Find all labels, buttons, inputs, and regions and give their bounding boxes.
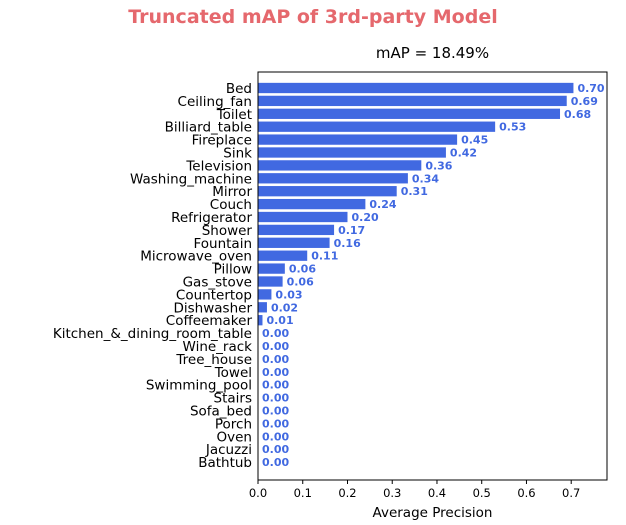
category-label: Dishwasher: [174, 300, 253, 316]
category-label: Washing_machine: [130, 171, 252, 187]
category-label: Fountain: [193, 236, 252, 252]
category-label: Countertop: [176, 287, 252, 303]
category-label: Television: [185, 158, 252, 174]
value-label: 0.11: [311, 250, 338, 263]
x-tick-label: 0.1: [294, 486, 312, 500]
bar-mirror: [258, 186, 397, 197]
category-label: Couch: [210, 197, 252, 213]
category-label: Billiard_table: [165, 120, 252, 136]
category-label: Kitchen_&_dining_room_table: [53, 326, 252, 342]
value-label: 0.00: [262, 366, 289, 379]
x-axis-ticks: 0.0 0.1 0.2 0.3 0.4 0.5 0.6 0.7: [249, 480, 580, 500]
x-tick-label: 0.7: [562, 486, 580, 500]
plot-frame: [257, 71, 608, 481]
x-tick-label: 0.4: [428, 486, 446, 500]
value-label: 0.06: [287, 276, 314, 289]
category-label: Sofa_bed: [190, 404, 252, 420]
value-label: 0.53: [499, 121, 526, 134]
category-label: Bed: [226, 81, 252, 97]
bar-couch: [258, 198, 366, 210]
bar-bed: [258, 82, 574, 94]
value-label: 0.20: [351, 211, 378, 224]
value-label: 0.17: [338, 224, 365, 237]
x-tick-label: 0.3: [383, 486, 401, 500]
value-label: 0.00: [262, 405, 289, 418]
bar-dishwasher: [258, 302, 267, 313]
value-label: 0.00: [262, 417, 289, 430]
category-label: Coffeemaker: [166, 313, 253, 329]
chart-title: mAP = 18.49%: [376, 44, 489, 62]
x-tick-label: 0.5: [473, 486, 491, 500]
value-label: 0.34: [412, 172, 439, 185]
bar-refrigerator: [258, 211, 348, 223]
value-label: 0.31: [401, 185, 428, 198]
bar-television: [258, 160, 422, 171]
value-label: 0.00: [262, 379, 289, 392]
category-label: Microwave_oven: [140, 249, 252, 265]
bar-sink: [258, 147, 446, 158]
value-label: 0.01: [266, 314, 293, 327]
value-label: 0.36: [425, 159, 452, 172]
x-tick-label: 0.0: [249, 486, 267, 500]
category-label: Fireplace: [192, 133, 252, 149]
banner-title: Truncated mAP of 3rd-party Model: [128, 6, 498, 28]
value-label: 0.00: [262, 456, 289, 469]
value-label: 0.00: [262, 430, 289, 443]
value-label: 0.00: [262, 392, 289, 405]
value-label: 0.00: [262, 353, 289, 366]
category-label: Ceiling_fan: [178, 94, 252, 110]
category-label: Refrigerator: [171, 210, 252, 226]
value-label: 0.00: [262, 443, 289, 456]
category-label: Towel: [214, 365, 252, 381]
bar-pillow: [258, 263, 285, 274]
x-tick-label: 0.2: [338, 486, 356, 500]
value-label: 0.03: [275, 288, 302, 301]
category-label: Mirror: [212, 184, 252, 200]
value-label: 0.00: [262, 327, 289, 340]
category-label: Porch: [215, 416, 252, 432]
value-labels: 0.700.690.68 0.53 0.450.420.360.340.31 0.24…: [262, 82, 605, 469]
bar-coffeemaker: [258, 315, 263, 326]
bar-washing-machine: [258, 173, 408, 184]
category-label: Sink: [223, 146, 252, 162]
value-label: 0.06: [289, 263, 316, 276]
category-label: Jacuzzi: [205, 442, 252, 458]
bars-group: [258, 82, 574, 326]
bar-billiard-table: [258, 121, 496, 132]
category-labels: BedCeiling_fanToiletBilliard_tableFirepl…: [53, 81, 253, 471]
bar-fountain: [258, 237, 330, 248]
category-label: Bathtub: [198, 455, 252, 471]
value-label: 0.69: [571, 95, 598, 108]
x-tick-label: 0.6: [517, 486, 535, 500]
category-label: Gas_stove: [183, 275, 252, 291]
bar-fireplace: [258, 134, 458, 145]
category-label: Wine_rack: [183, 339, 253, 355]
bar-countertop: [258, 289, 272, 300]
category-label: Toilet: [216, 107, 252, 123]
x-axis-label: Average Precision: [373, 505, 493, 521]
bar-gas-stove: [258, 276, 283, 287]
bar-shower: [258, 224, 335, 236]
value-label: 0.16: [334, 237, 361, 250]
category-label: Pillow: [214, 262, 252, 278]
value-label: 0.24: [369, 198, 396, 211]
value-label: 0.02: [271, 301, 298, 314]
category-label: Tree_house: [175, 352, 252, 368]
value-label: 0.42: [450, 147, 477, 160]
category-label: Stairs: [214, 391, 252, 407]
value-label: 0.70: [577, 82, 604, 95]
category-label: Oven: [217, 429, 252, 445]
category-label: Swimming_pool: [146, 378, 252, 394]
bar-toilet: [258, 108, 561, 119]
bar-ceiling-fan: [258, 95, 567, 107]
value-label: 0.45: [461, 134, 488, 147]
category-label: Shower: [202, 223, 253, 239]
bar-microwave-oven: [258, 250, 308, 261]
value-label: 0.68: [564, 108, 591, 121]
value-label: 0.00: [262, 340, 289, 353]
